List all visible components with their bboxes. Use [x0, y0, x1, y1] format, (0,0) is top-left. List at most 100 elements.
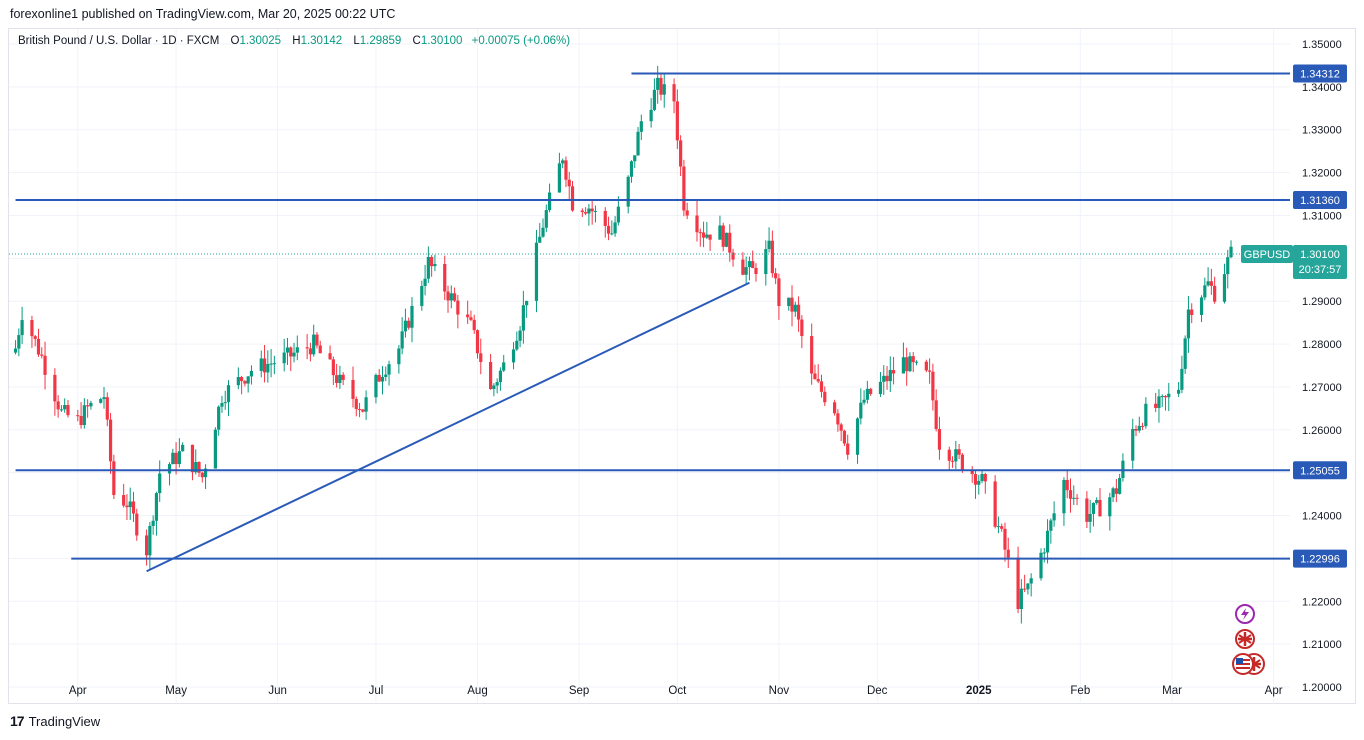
candle-body: [639, 121, 643, 132]
flash-icon[interactable]: [1235, 604, 1255, 624]
candle-body: [338, 374, 342, 383]
candle-body: [885, 375, 889, 382]
candle-body: [449, 293, 453, 301]
candle-body: [695, 215, 699, 233]
candle-body: [584, 212, 588, 214]
candle-body: [341, 374, 345, 380]
candle-body: [587, 208, 591, 214]
candle-body: [145, 535, 149, 556]
candle-body: [335, 375, 339, 383]
candle-body: [957, 449, 961, 455]
candle-body: [787, 297, 791, 307]
candle-body: [891, 370, 896, 374]
candle-body: [672, 84, 676, 102]
candle-body: [1177, 389, 1181, 394]
candle-body: [105, 397, 109, 420]
candle-body: [289, 347, 293, 357]
candle-body: [203, 468, 208, 478]
candle-body: [833, 402, 837, 414]
candle-body: [1095, 499, 1099, 503]
candle-body: [652, 89, 657, 110]
price-level-label: 1.31360: [1300, 195, 1340, 207]
candle-body: [240, 377, 244, 382]
price-tick-label: 1.32000: [1302, 168, 1342, 180]
candle-body: [331, 359, 335, 376]
candle-body: [947, 449, 951, 461]
candle-body: [86, 405, 90, 407]
candle-body: [20, 320, 24, 336]
candle-body: [272, 363, 276, 365]
candle-body: [1131, 428, 1135, 461]
candle-body: [679, 140, 683, 167]
event-icons: [1232, 602, 1266, 676]
candle-body: [950, 460, 955, 462]
footer-branding[interactable]: 17 TradingView: [10, 713, 100, 729]
chart-pane[interactable]: [8, 28, 1356, 704]
candle-body: [131, 501, 136, 514]
candle-body: [521, 305, 525, 331]
us-flag-icon[interactable]: [1232, 653, 1254, 675]
candle-body: [1199, 297, 1204, 315]
candle-body: [754, 267, 758, 275]
price-tick-label: 1.22000: [1302, 596, 1342, 608]
candle-body: [865, 388, 869, 400]
candle-body: [1006, 549, 1010, 558]
candle-body: [908, 356, 912, 372]
candle-body: [36, 338, 41, 355]
candle-body: [777, 278, 781, 307]
price-level-tag: [1293, 191, 1347, 210]
publisher-line: forexonline1 published on TradingView.co…: [10, 7, 396, 21]
candle-body: [308, 348, 313, 355]
candle-body: [177, 451, 181, 465]
candle-body: [108, 419, 113, 462]
candle-body: [158, 473, 162, 494]
candle-body: [888, 370, 892, 382]
candle-body: [1085, 498, 1089, 522]
candle-body: [295, 347, 299, 353]
time-tick-label: May: [165, 685, 187, 697]
candle-body: [525, 300, 529, 306]
last-price-tag: [1293, 245, 1347, 280]
candle-body: [659, 77, 663, 95]
trend-line: [146, 281, 750, 573]
time-tick-label: Apr: [1265, 685, 1283, 697]
candle-body: [249, 370, 254, 377]
candle-body: [564, 160, 568, 180]
candle-body: [1203, 285, 1207, 298]
price-tick-label: 1.35000: [1302, 39, 1342, 51]
candle-body: [855, 418, 860, 455]
candle-body: [1072, 497, 1076, 499]
symbol-title[interactable]: British Pound / U.S. Dollar · 1D · FXCM: [18, 35, 220, 47]
candle-body: [1019, 588, 1023, 610]
candle-body: [842, 430, 847, 444]
candle-body: [171, 452, 175, 465]
candle-body: [197, 461, 201, 473]
candle-body: [718, 225, 722, 240]
price-level-tag: [1293, 461, 1347, 480]
price-tick-label: 1.20000: [1302, 682, 1342, 694]
candle-body: [262, 358, 267, 373]
candle-body: [377, 374, 381, 382]
candle-body: [1026, 583, 1030, 590]
candle-body: [1098, 499, 1102, 517]
candle-body: [1114, 488, 1118, 494]
candle-body: [357, 409, 362, 411]
time-tick-label: Jun: [268, 685, 287, 697]
candle-body: [1016, 557, 1020, 610]
price-tick-label: 1.27000: [1302, 382, 1342, 394]
candle-body: [498, 370, 503, 383]
candle-body: [387, 364, 391, 375]
candle-body: [420, 285, 424, 306]
uk-flag-icon[interactable]: [1235, 629, 1255, 649]
candle-body: [1075, 497, 1079, 499]
price-level-tag: [1293, 64, 1347, 83]
price-level-label: 1.22996: [1300, 554, 1340, 566]
candle-body: [292, 352, 296, 357]
candle-body: [580, 210, 584, 213]
candle-body: [911, 356, 915, 363]
candle-body: [924, 361, 928, 371]
candle-body: [433, 264, 437, 267]
candle-body: [905, 357, 909, 372]
candle-body: [17, 335, 21, 349]
